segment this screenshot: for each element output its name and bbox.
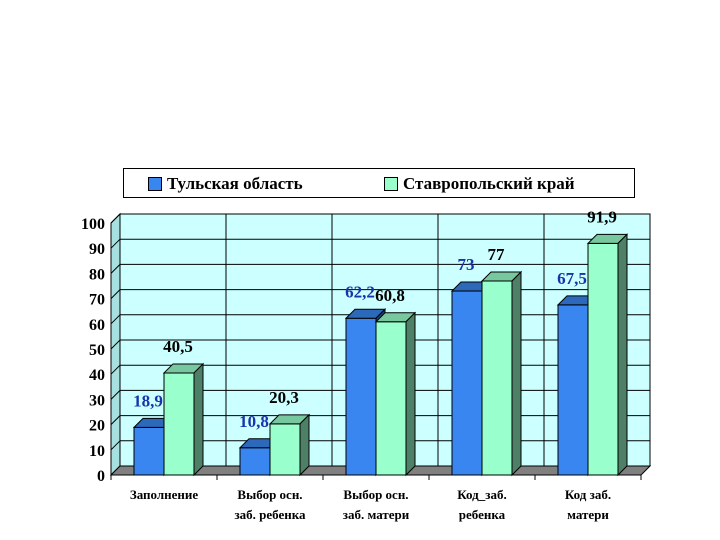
gridline-side — [110, 440, 121, 451]
y-tick-label: 30 — [89, 392, 105, 409]
x-category-label: ребенка — [459, 507, 506, 522]
data-label-s2: 40,5 — [163, 337, 193, 356]
bar-front-s1 — [451, 290, 483, 476]
y-tick-label: 60 — [89, 317, 105, 334]
bar-front-s2 — [587, 242, 619, 476]
legend-swatch-series-1 — [148, 177, 162, 191]
y-tick-label: 40 — [89, 367, 105, 384]
legend-item-series-1: Тульская область — [148, 174, 303, 194]
bar-front-s2 — [481, 280, 513, 476]
legend-label-series-2: Ставропольский край — [403, 174, 575, 193]
bar-side-s2 — [511, 270, 522, 477]
data-label-s1: 18,9 — [133, 391, 163, 410]
bar-side-s2 — [405, 311, 416, 477]
gridline-side — [110, 213, 121, 224]
data-label-s2: 60,8 — [375, 286, 405, 305]
data-label-s1: 73 — [458, 255, 475, 274]
y-tick-label: 50 — [89, 342, 105, 359]
y-tick-label: 80 — [89, 266, 105, 283]
gridline-side — [110, 415, 121, 425]
gridline-side — [110, 390, 121, 400]
y-tick-label: 90 — [89, 241, 105, 258]
data-label-s1: 10,8 — [239, 412, 269, 431]
bar-front-s1 — [345, 317, 377, 476]
data-label-s2: 91,9 — [587, 207, 617, 226]
x-category-label: заб. ребенка — [234, 507, 306, 522]
x-category-label: Код заб. — [565, 487, 611, 502]
x-category-label: Выбор осн. — [343, 487, 408, 502]
gridline-side — [110, 339, 121, 350]
bar-front-s2 — [375, 321, 407, 476]
bar-front-s2 — [163, 372, 195, 476]
bar-front-s2 — [269, 423, 301, 476]
data-label-s1: 67,5 — [557, 269, 587, 288]
bar-side-s2 — [193, 362, 204, 477]
x-category-label: Выбор осн. — [237, 487, 302, 502]
y-tick-label: 100 — [81, 216, 105, 233]
bar-front-s1 — [557, 304, 589, 476]
data-label-s1: 62,2 — [345, 282, 375, 301]
bar-side-s2 — [299, 413, 310, 477]
x-category-label: Код_заб. — [457, 487, 506, 502]
legend-label-series-1: Тульская область — [167, 174, 303, 193]
bar-front-s1 — [239, 447, 271, 476]
gridline-side — [110, 314, 121, 325]
gridline-side — [110, 364, 121, 375]
x-category-label: Заполнение — [130, 487, 199, 502]
legend-swatch-series-2 — [384, 177, 398, 191]
gridline-side — [110, 264, 121, 274]
y-tick-label: 20 — [89, 418, 105, 435]
data-label-s2: 77 — [488, 245, 506, 264]
bar-front-s1 — [133, 426, 165, 476]
data-label-s2: 20,3 — [269, 388, 299, 407]
y-tick-label: 70 — [89, 292, 105, 309]
y-tick-label: 0 — [97, 468, 105, 485]
x-category-label: заб. матери — [343, 507, 410, 522]
legend-item-series-2: Ставропольский край — [384, 174, 575, 194]
gridline-side — [110, 238, 121, 249]
x-category-label: матери — [567, 507, 609, 522]
gridline-side — [110, 289, 121, 299]
bar-side-s2 — [617, 233, 628, 477]
y-tick-label: 10 — [89, 443, 105, 460]
legend: Тульская область Ставропольский край — [123, 168, 635, 198]
